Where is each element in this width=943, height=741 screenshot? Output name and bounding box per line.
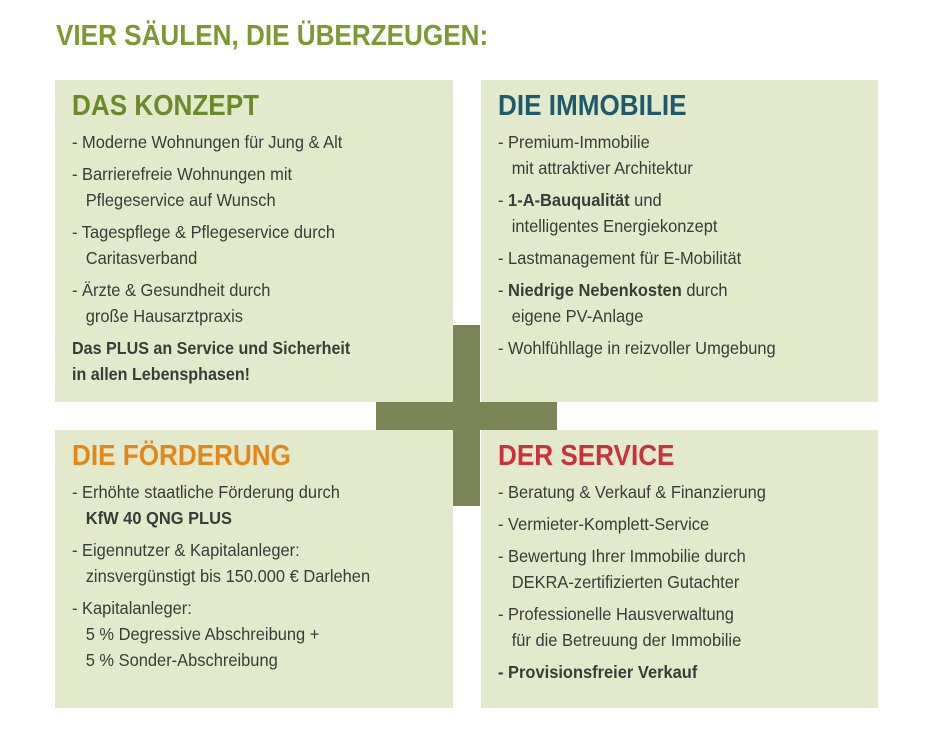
list-item: - Lastmanagement für E-Mobilität [498, 245, 855, 271]
item-pre-text: - Vermieter-Komplett-Service [498, 514, 710, 534]
plus-horizontal-bar [376, 402, 557, 430]
service-box: DER SERVICE - Beratung & Verkauf & Finan… [481, 430, 878, 708]
item-bold-text: - Provisionsfreier Verkauf [498, 662, 698, 682]
list-item: - Wohlfühllage in reizvoller Umgebung [498, 335, 855, 361]
list-item: - 1-A-Bauqualität und intelligentes Ener… [498, 187, 855, 239]
item-pre-text: - Eigennutzer & Kapitalanleger: zinsverg… [72, 540, 371, 586]
service-heading: DER SERVICE [498, 440, 675, 472]
list-item: - Kapitalanleger: 5 % Degressive Abschre… [72, 595, 430, 673]
item-pre-text: - Beratung & Verkauf & Finanzierung [498, 482, 766, 502]
item-pre-text: - Bewertung Ihrer Immobilie durch DEKRA-… [498, 546, 746, 592]
foerderung-heading: DIE FÖRDERUNG [72, 440, 291, 472]
list-item: - Moderne Wohnungen für Jung & Alt [72, 132, 343, 152]
list-item: - Ärzte & Gesundheit durch große Hausarz… [72, 280, 271, 326]
item-pre-text: - [498, 190, 509, 210]
item-post-text: und intelligentes Energiekonzept [511, 190, 718, 236]
item-bold-text: 1-A-Bauqualität [508, 190, 630, 210]
item-pre-text: - Erhöhte staatliche Förderung durch [72, 482, 340, 502]
list-item: - Tagespflege & Pflegeservice durch Cari… [72, 222, 336, 268]
list-item: - Provisionsfreier Verkauf [498, 659, 855, 685]
list-item: - Vermieter-Komplett-Service [498, 511, 855, 537]
item-pre-text: - Wohlfühllage in reizvoller Umgebung [498, 338, 776, 358]
list-item: - Beratung & Verkauf & Finanzierung [498, 479, 855, 505]
list-item: - Bewertung Ihrer Immobilie durch DEKRA-… [498, 543, 855, 595]
item-pre-text: - Professionelle Hausverwaltung für die … [498, 604, 742, 650]
konzept-plus-text: Das PLUS an Service und Sicherheit in al… [72, 338, 351, 384]
list-item: - Erhöhte staatliche Förderung durch KfW… [72, 479, 430, 531]
item-bold-text: KfW 40 QNG PLUS [85, 508, 232, 528]
immobilie-box: DIE IMMOBILIE - Premium-Immobilie mit at… [481, 80, 878, 402]
immobilie-heading: DIE IMMOBILIE [498, 90, 687, 122]
item-pre-text: - Lastmanagement für E-Mobilität [498, 248, 742, 268]
konzept-heading: DAS KONZEPT [72, 90, 260, 122]
foerderung-box: DIE FÖRDERUNG - Erhöhte staatliche Förde… [55, 430, 453, 708]
list-item: - Professionelle Hausverwaltung für die … [498, 601, 855, 653]
list-item: - Niedrige Nebenkosten durch eigene PV-A… [498, 277, 855, 329]
item-pre-text: - Premium-Immobilie mit attraktiver Arch… [498, 132, 693, 178]
list-item: - Premium-Immobilie mit attraktiver Arch… [498, 129, 855, 181]
page-title: VIER SÄULEN, DIE ÜBERZEUGEN: [56, 20, 489, 52]
list-item: - Eigennutzer & Kapitalanleger: zinsverg… [72, 537, 430, 589]
list-item: - Barrierefreie Wohnungen mit Pflegeserv… [72, 164, 293, 210]
item-post-text: durch eigene PV-Anlage [511, 280, 728, 326]
item-pre-text: - Kapitalanleger: 5 % Degressive Abschre… [72, 598, 320, 670]
item-pre-text: - [498, 280, 509, 300]
item-bold-text: Niedrige Nebenkosten [508, 280, 682, 300]
konzept-box: DAS KONZEPT - Moderne Wohnungen für Jung… [55, 80, 453, 402]
